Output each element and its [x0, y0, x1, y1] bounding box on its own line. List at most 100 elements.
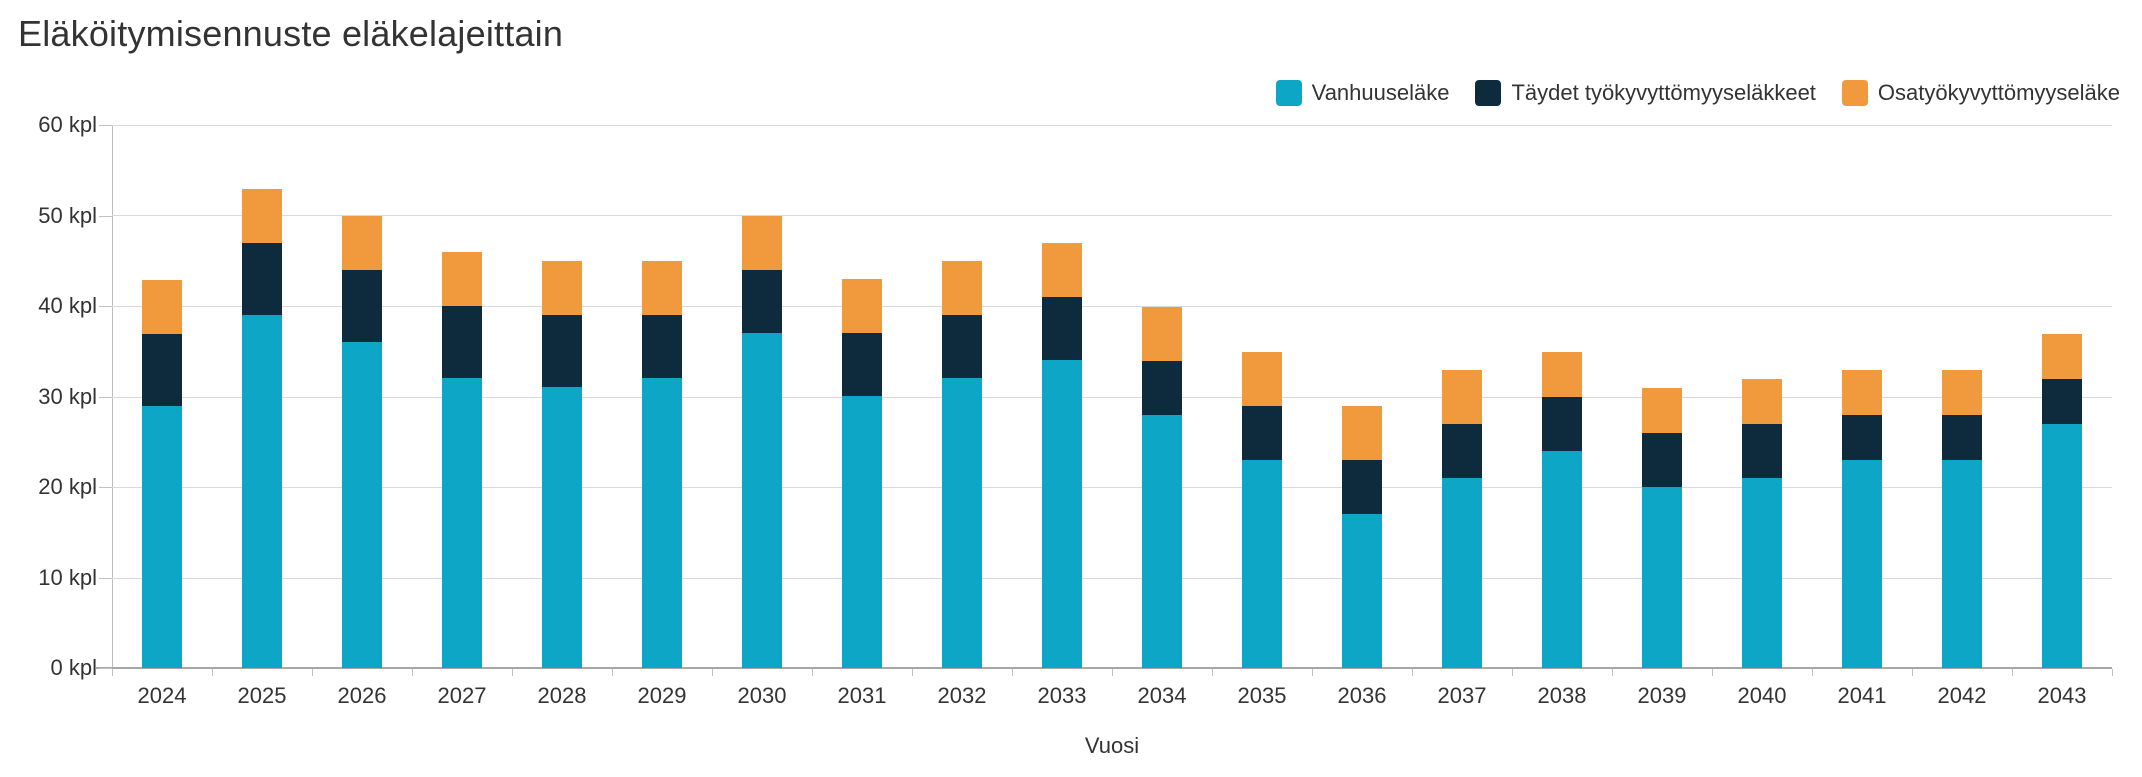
- bar-2027[interactable]: [442, 252, 482, 668]
- segment-t-ydet-ty-kyvytt-myysel-kkeet[interactable]: [742, 270, 782, 333]
- segment-osaty-kyvytt-myysel-ke[interactable]: [1642, 388, 1682, 433]
- bar-2024[interactable]: [142, 280, 182, 668]
- segment-vanhuusel-ke[interactable]: [1442, 478, 1482, 668]
- segment-vanhuusel-ke[interactable]: [1842, 460, 1882, 668]
- segment-osaty-kyvytt-myysel-ke[interactable]: [1842, 370, 1882, 415]
- bar-2042[interactable]: [1942, 370, 1982, 668]
- segment-vanhuusel-ke[interactable]: [742, 333, 782, 668]
- bar-2039[interactable]: [1642, 388, 1682, 668]
- segment-t-ydet-ty-kyvytt-myysel-kkeet[interactable]: [542, 315, 582, 387]
- chart-title: Eläköitymisennuste eläkelajeittain: [18, 13, 564, 54]
- bar-2038[interactable]: [1542, 352, 1582, 668]
- bar-2026[interactable]: [342, 216, 382, 668]
- segment-vanhuusel-ke[interactable]: [942, 378, 982, 668]
- segment-osaty-kyvytt-myysel-ke[interactable]: [442, 252, 482, 306]
- segment-t-ydet-ty-kyvytt-myysel-kkeet[interactable]: [1942, 415, 1982, 460]
- x-axis-label-2033: 2033: [1037, 683, 1087, 708]
- segment-osaty-kyvytt-myysel-ke[interactable]: [642, 261, 682, 315]
- segment-t-ydet-ty-kyvytt-myysel-kkeet[interactable]: [1742, 424, 1782, 478]
- segment-t-ydet-ty-kyvytt-myysel-kkeet[interactable]: [1642, 433, 1682, 487]
- segment-osaty-kyvytt-myysel-ke[interactable]: [1542, 352, 1582, 397]
- legend-label: Osatyökyvyttömyyseläke: [1877, 80, 2120, 105]
- bar-2025[interactable]: [242, 189, 282, 668]
- legend: Vanhuuseläke Täydet työkyvyttömyyseläkkee…: [1275, 80, 2120, 106]
- bar-2029[interactable]: [642, 261, 682, 668]
- segment-vanhuusel-ke[interactable]: [242, 315, 282, 668]
- bar-2030[interactable]: [742, 216, 782, 668]
- segment-osaty-kyvytt-myysel-ke[interactable]: [1042, 243, 1082, 297]
- segment-vanhuusel-ke[interactable]: [1142, 415, 1182, 668]
- segment-osaty-kyvytt-myysel-ke[interactable]: [1142, 307, 1182, 361]
- bar-2040[interactable]: [1742, 379, 1782, 668]
- segment-vanhuusel-ke[interactable]: [1042, 360, 1082, 668]
- segment-osaty-kyvytt-myysel-ke[interactable]: [342, 216, 382, 270]
- segment-osaty-kyvytt-myysel-ke[interactable]: [742, 216, 782, 270]
- segment-t-ydet-ty-kyvytt-myysel-kkeet[interactable]: [342, 270, 382, 342]
- gridline: [112, 125, 2112, 126]
- segment-vanhuusel-ke[interactable]: [1242, 460, 1282, 668]
- segment-t-ydet-ty-kyvytt-myysel-kkeet[interactable]: [942, 315, 982, 378]
- segment-vanhuusel-ke[interactable]: [1542, 451, 1582, 668]
- x-axis-label-2031: 2031: [837, 683, 887, 708]
- segment-osaty-kyvytt-myysel-ke[interactable]: [1442, 370, 1482, 424]
- bar-2033[interactable]: [1042, 243, 1082, 668]
- bar-2034[interactable]: [1142, 307, 1182, 668]
- bar-2043[interactable]: [2042, 334, 2082, 668]
- segment-t-ydet-ty-kyvytt-myysel-kkeet[interactable]: [842, 333, 882, 396]
- segment-osaty-kyvytt-myysel-ke[interactable]: [1242, 352, 1282, 406]
- segment-vanhuusel-ke[interactable]: [1342, 514, 1382, 668]
- x-axis-tick: [2112, 669, 2113, 676]
- bar-2037[interactable]: [1442, 370, 1482, 668]
- segment-vanhuusel-ke[interactable]: [542, 387, 582, 668]
- segment-t-ydet-ty-kyvytt-myysel-kkeet[interactable]: [1042, 297, 1082, 360]
- legend-item-2[interactable]: Täydet työkyvyttömyyseläkkeet: [1475, 80, 1816, 106]
- segment-osaty-kyvytt-myysel-ke[interactable]: [1742, 379, 1782, 424]
- bar-2035[interactable]: [1242, 352, 1282, 668]
- segment-osaty-kyvytt-myysel-ke[interactable]: [1342, 406, 1382, 460]
- segment-t-ydet-ty-kyvytt-myysel-kkeet[interactable]: [1242, 406, 1282, 460]
- segment-t-ydet-ty-kyvytt-myysel-kkeet[interactable]: [142, 334, 182, 406]
- segment-vanhuusel-ke[interactable]: [1742, 478, 1782, 668]
- segment-t-ydet-ty-kyvytt-myysel-kkeet[interactable]: [2042, 379, 2082, 424]
- segment-vanhuusel-ke[interactable]: [642, 378, 682, 668]
- x-axis-label-2030: 2030: [737, 683, 787, 708]
- segment-t-ydet-ty-kyvytt-myysel-kkeet[interactable]: [1142, 361, 1182, 415]
- y-axis-tick: [99, 397, 112, 398]
- segment-t-ydet-ty-kyvytt-myysel-kkeet[interactable]: [242, 243, 282, 315]
- segment-vanhuusel-ke[interactable]: [842, 396, 882, 668]
- segment-osaty-kyvytt-myysel-ke[interactable]: [942, 261, 982, 315]
- segment-t-ydet-ty-kyvytt-myysel-kkeet[interactable]: [442, 306, 482, 378]
- segment-t-ydet-ty-kyvytt-myysel-kkeet[interactable]: [1542, 397, 1582, 451]
- segment-vanhuusel-ke[interactable]: [2042, 424, 2082, 668]
- segment-t-ydet-ty-kyvytt-myysel-kkeet[interactable]: [642, 315, 682, 378]
- x-axis-tick: [1812, 669, 1813, 676]
- segment-t-ydet-ty-kyvytt-myysel-kkeet[interactable]: [1842, 415, 1882, 460]
- bar-2031[interactable]: [842, 279, 882, 668]
- segment-vanhuusel-ke[interactable]: [1642, 487, 1682, 668]
- x-axis-tick: [1112, 669, 1113, 676]
- bar-2041[interactable]: [1842, 370, 1882, 668]
- segment-vanhuusel-ke[interactable]: [342, 342, 382, 668]
- bar-2028[interactable]: [542, 261, 582, 668]
- segment-vanhuusel-ke[interactable]: [1942, 460, 1982, 668]
- legend-label: Täydet työkyvyttömyyseläkkeet: [1511, 80, 1816, 105]
- segment-osaty-kyvytt-myysel-ke[interactable]: [142, 280, 182, 334]
- bar-2036[interactable]: [1342, 406, 1382, 668]
- segment-osaty-kyvytt-myysel-ke[interactable]: [1942, 370, 1982, 415]
- legend-item-3[interactable]: Osatyökyvyttömyyseläke: [1841, 80, 2120, 106]
- x-axis-label-2025: 2025: [237, 683, 287, 708]
- x-axis-label-2029: 2029: [637, 683, 687, 708]
- legend-item-1[interactable]: Vanhuuseläke: [1275, 80, 1449, 106]
- segment-vanhuusel-ke[interactable]: [142, 406, 182, 668]
- segment-osaty-kyvytt-myysel-ke[interactable]: [2042, 334, 2082, 379]
- segment-osaty-kyvytt-myysel-ke[interactable]: [242, 189, 282, 243]
- y-axis-tick: [99, 578, 112, 579]
- segment-t-ydet-ty-kyvytt-myysel-kkeet[interactable]: [1442, 424, 1482, 478]
- segment-vanhuusel-ke[interactable]: [442, 378, 482, 668]
- segment-osaty-kyvytt-myysel-ke[interactable]: [542, 261, 582, 315]
- segment-t-ydet-ty-kyvytt-myysel-kkeet[interactable]: [1342, 460, 1382, 514]
- gridline: [112, 215, 2112, 216]
- bar-2032[interactable]: [942, 261, 982, 668]
- segment-osaty-kyvytt-myysel-ke[interactable]: [842, 279, 882, 333]
